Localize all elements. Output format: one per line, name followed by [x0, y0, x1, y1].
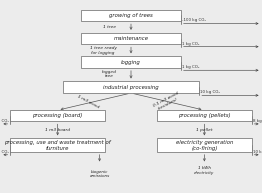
Text: 1 kg CO₂: 1 kg CO₂ — [182, 65, 200, 69]
Text: biogenic
emissions: biogenic emissions — [89, 170, 110, 178]
Text: 1 tree ready
for logging: 1 tree ready for logging — [90, 47, 117, 55]
FancyBboxPatch shape — [157, 138, 252, 152]
FancyBboxPatch shape — [63, 81, 199, 93]
Text: 1 m3 wood: 1 m3 wood — [76, 95, 99, 109]
FancyBboxPatch shape — [81, 33, 181, 44]
Text: 1 kg CO₂: 1 kg CO₂ — [182, 41, 200, 46]
Text: 8 kg CO₂: 8 kg CO₂ — [253, 119, 262, 123]
FancyBboxPatch shape — [81, 56, 181, 68]
Text: processing (pellets): processing (pellets) — [178, 113, 231, 118]
FancyBboxPatch shape — [81, 10, 181, 21]
Text: 1 tree: 1 tree — [103, 25, 117, 29]
Text: logging: logging — [121, 60, 141, 65]
FancyBboxPatch shape — [157, 110, 252, 121]
Text: maintenance: maintenance — [113, 36, 149, 41]
Text: processing, use and waste treatment of
furniture: processing, use and waste treatment of f… — [4, 140, 111, 151]
Text: 1 kWh
electricity: 1 kWh electricity — [194, 166, 215, 174]
FancyBboxPatch shape — [10, 138, 105, 152]
Text: electricity generation
(co-firing): electricity generation (co-firing) — [176, 140, 233, 151]
FancyBboxPatch shape — [10, 110, 105, 121]
Text: industrial processing: industrial processing — [103, 85, 159, 90]
Text: 1 pellet: 1 pellet — [196, 129, 213, 132]
Text: 10 kg CO₂: 10 kg CO₂ — [0, 119, 9, 123]
Text: 10 kg CO₂: 10 kg CO₂ — [200, 90, 220, 94]
Text: 1 m3 board: 1 m3 board — [45, 129, 70, 132]
Text: growing of trees: growing of trees — [109, 13, 153, 18]
Text: processing (board): processing (board) — [32, 113, 83, 118]
Text: 0.1 m3 wood
(residues): 0.1 m3 wood (residues) — [153, 91, 182, 112]
Text: 60 kg CO₂: 60 kg CO₂ — [0, 150, 9, 154]
Text: 10 kg CO₂: 10 kg CO₂ — [253, 150, 262, 154]
Text: -100 kg CO₂: -100 kg CO₂ — [182, 18, 206, 22]
Text: logged
tree: logged tree — [102, 70, 117, 78]
